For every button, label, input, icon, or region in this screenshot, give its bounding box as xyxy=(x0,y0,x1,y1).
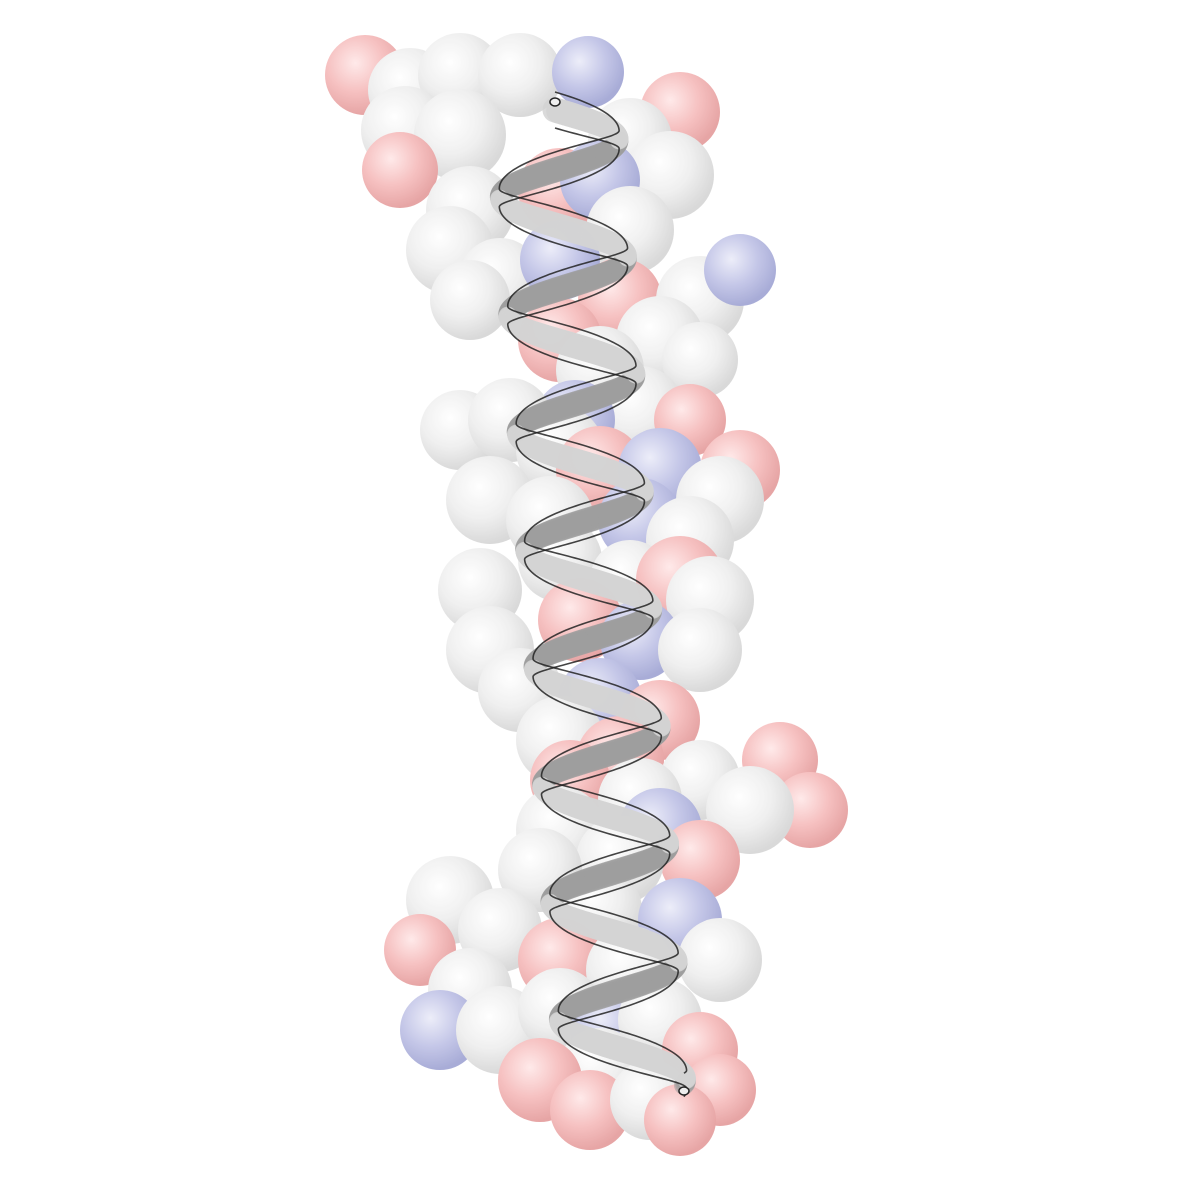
nitrogen-atom xyxy=(704,234,776,306)
carbon-atom xyxy=(678,918,762,1002)
nitrogen-atom xyxy=(400,990,480,1070)
carbon-atom xyxy=(430,260,510,340)
carbon-atom xyxy=(478,33,562,117)
oxygen-atom xyxy=(362,132,438,208)
oxygen-atom xyxy=(772,772,848,848)
oxygen-atom xyxy=(644,1084,716,1156)
carbon-atom xyxy=(414,89,506,181)
carbon-atom xyxy=(662,322,738,398)
oxygen-atom xyxy=(550,1070,630,1150)
helix-start-cap xyxy=(549,97,561,107)
carbon-atom xyxy=(658,608,742,692)
helix-edge-outline xyxy=(498,127,688,1098)
helix-end-cap xyxy=(678,1086,690,1096)
nitrogen-atom xyxy=(552,36,624,108)
helix-ribbon xyxy=(489,91,696,1098)
atom-spheres xyxy=(325,33,848,1156)
